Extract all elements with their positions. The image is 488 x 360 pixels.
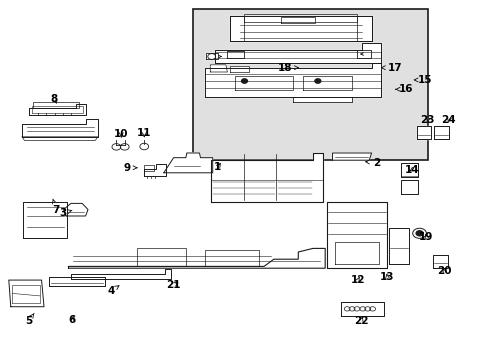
Polygon shape (206, 53, 217, 59)
Text: 23: 23 (420, 114, 434, 125)
Text: 19: 19 (418, 232, 433, 242)
Text: 2: 2 (365, 158, 379, 168)
Circle shape (241, 79, 247, 83)
Bar (193, 9, 427, 160)
Polygon shape (215, 43, 381, 63)
Circle shape (415, 231, 422, 236)
Polygon shape (433, 126, 448, 139)
Text: 10: 10 (114, 129, 128, 139)
Polygon shape (341, 302, 384, 316)
Polygon shape (227, 51, 244, 58)
Polygon shape (22, 119, 98, 137)
Polygon shape (68, 248, 325, 268)
Polygon shape (332, 153, 371, 160)
Text: 13: 13 (379, 272, 394, 282)
Polygon shape (356, 50, 370, 58)
Polygon shape (281, 17, 315, 23)
Polygon shape (432, 255, 447, 268)
Text: 6: 6 (69, 315, 76, 325)
Polygon shape (210, 65, 227, 72)
Polygon shape (29, 104, 85, 115)
Polygon shape (400, 163, 417, 177)
Text: 9: 9 (123, 163, 137, 173)
Polygon shape (388, 228, 408, 264)
Text: 3: 3 (59, 208, 72, 218)
Text: 5: 5 (25, 313, 34, 326)
Polygon shape (144, 164, 166, 176)
Polygon shape (49, 277, 105, 286)
Text: 11: 11 (137, 128, 151, 138)
Polygon shape (229, 66, 249, 72)
Text: 24: 24 (441, 114, 455, 125)
Text: 21: 21 (166, 280, 181, 290)
Text: 12: 12 (350, 275, 365, 285)
Text: 16: 16 (395, 84, 412, 94)
Polygon shape (163, 153, 212, 173)
Text: 1: 1 (214, 162, 221, 172)
Text: 20: 20 (436, 266, 450, 276)
Polygon shape (293, 97, 351, 102)
Polygon shape (9, 280, 44, 307)
Polygon shape (211, 153, 322, 202)
Text: 17: 17 (381, 63, 402, 73)
Text: 7: 7 (52, 199, 60, 215)
Text: 14: 14 (404, 165, 418, 175)
Polygon shape (400, 180, 417, 194)
Text: 15: 15 (413, 75, 432, 85)
Polygon shape (23, 202, 67, 238)
Polygon shape (63, 203, 88, 216)
Text: 8: 8 (50, 94, 57, 104)
Polygon shape (205, 63, 381, 97)
Polygon shape (326, 202, 386, 268)
Text: 22: 22 (353, 316, 367, 326)
Text: 18: 18 (277, 63, 298, 73)
Polygon shape (229, 16, 371, 41)
Circle shape (314, 79, 320, 83)
Polygon shape (416, 126, 430, 139)
Text: 4: 4 (107, 286, 119, 296)
Polygon shape (71, 269, 171, 279)
